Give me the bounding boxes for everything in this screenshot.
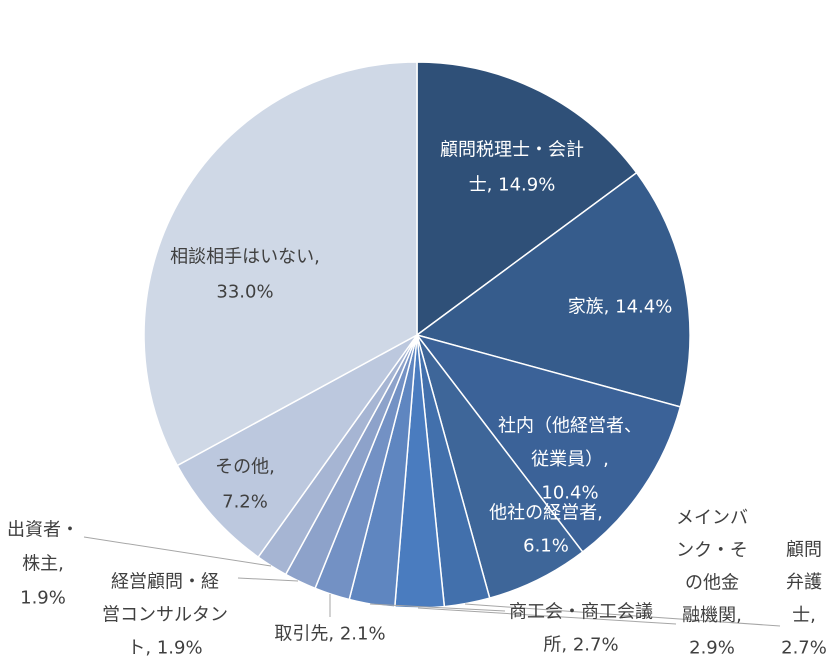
data-label-line: 2.9% <box>689 638 735 659</box>
data-label-2: 家族, 14.4% <box>568 297 673 318</box>
data-label-line: 取引先, 2.1% <box>274 624 385 645</box>
data-label-4: 他社の経営者, 6.1% <box>489 503 603 557</box>
data-label-12: 相談相手はいない, 33.0% <box>170 247 320 303</box>
leader-line <box>237 577 299 582</box>
leader-line <box>369 603 506 612</box>
data-label-line: ンク・そ <box>676 540 748 561</box>
data-label-line: 士, 14.9% <box>469 175 556 196</box>
pie-slice-3 <box>415 333 682 554</box>
data-label-line: 社内（他経営者、 <box>498 416 642 437</box>
data-label-line: 10.4% <box>541 483 598 504</box>
data-label-line: 顧問税理士・会計 <box>440 140 584 161</box>
data-label-line: 所, 2.7% <box>543 635 618 656</box>
data-label-line: 1.9% <box>20 588 66 609</box>
data-label-line: 2.7% <box>781 638 827 659</box>
data-label-line: 士, <box>792 605 816 626</box>
pie-slices <box>143 61 691 609</box>
leader-line <box>83 536 272 567</box>
pie-slice-1 <box>416 61 638 337</box>
data-label-line: 7.2% <box>222 492 268 513</box>
data-label-3: 社内（他経営者、従業員）, 10.4% <box>498 416 642 504</box>
data-label-line: ト, 1.9% <box>127 638 202 659</box>
data-label-line: 営コンサルタン <box>102 605 228 626</box>
data-label-line: の他金 <box>685 573 739 594</box>
leader-line <box>417 607 677 625</box>
data-label-line: 相談相手はいない, <box>170 247 320 268</box>
pie-slice-11 <box>176 334 418 559</box>
data-label-line: 6.1% <box>523 536 569 557</box>
data-label-1: 顧問税理士・会計士, 14.9% <box>440 140 584 196</box>
leader-line <box>464 603 781 627</box>
data-labels: 顧問税理士・会計士, 14.9% 家族, 14.4% 社内（他経営者、従業員）, 10… <box>7 140 827 659</box>
leader-lines <box>83 536 781 627</box>
pie-slice-2 <box>415 171 691 408</box>
data-label-8: 取引先, 2.1% <box>274 624 385 645</box>
data-label-line: 33.0% <box>216 282 273 303</box>
data-label-line: 出資者・ <box>7 520 79 541</box>
pie-slice-12 <box>143 61 418 467</box>
data-label-line: 顧問 <box>786 540 822 561</box>
data-label-line: 商工会・商工会議 <box>509 602 653 623</box>
data-label-10: 出資者・株主, 1.9% <box>7 520 79 609</box>
data-label-11: その他, 7.2% <box>215 457 275 513</box>
data-label-line: その他, <box>215 457 275 478</box>
data-label-line: 弁護 <box>786 572 822 593</box>
data-label-line: 他社の経営者, <box>489 503 603 524</box>
data-label-line: メインバ <box>676 508 748 529</box>
data-label-line: 株主, <box>22 554 64 575</box>
data-label-line: 融機関, <box>682 605 742 626</box>
data-label-line: 家族, 14.4% <box>568 297 673 318</box>
data-label-line: 経営顧問・経 <box>111 572 219 593</box>
data-label-line: 従業員）, <box>531 449 609 470</box>
